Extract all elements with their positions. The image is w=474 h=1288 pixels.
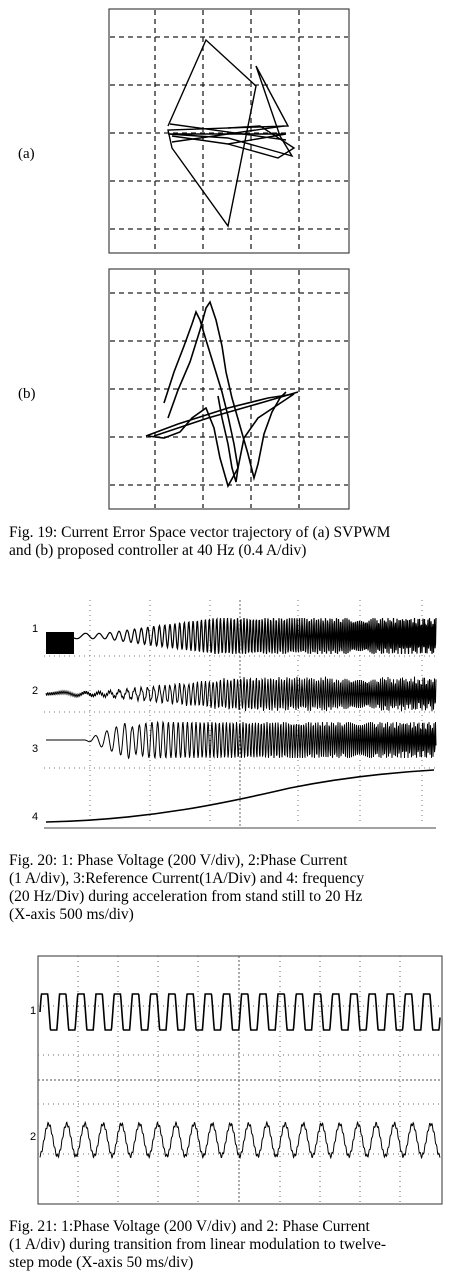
fig20-trace-2 xyxy=(45,676,437,712)
fig20-caption-line-3: (20 Hz/Div) during acceleration from sta… xyxy=(9,888,363,905)
fig19a-grid xyxy=(110,10,348,252)
fig21-svg: 1 2 xyxy=(30,955,443,1205)
fig20-trace-label-3: 3 xyxy=(32,743,38,755)
fig21-plot: 1 2 xyxy=(30,954,444,1206)
fig20-trace-label-4: 4 xyxy=(32,811,38,823)
fig19b-label: (b) xyxy=(18,386,36,402)
fig21-trace-label-1: 1 xyxy=(30,1005,36,1017)
fig20-caption-line-2: (1 A/div), 3:Reference Current(1A/Div) a… xyxy=(9,870,365,887)
fig19-caption-line-2: and (b) proposed controller at 40 Hz (0.… xyxy=(9,542,307,559)
fig21-trace-label-2: 2 xyxy=(30,1131,36,1143)
fig20-svg: 1 2 3 4 xyxy=(32,600,437,829)
fig19-caption-line-1: Fig. 19: Current Error Space vector traj… xyxy=(9,524,391,541)
fig21-caption-line-2: (1 A/div) during transition from linear … xyxy=(9,1236,387,1253)
fig20-caption: Fig. 20: 1: Phase Voltage (200 V/div), 2… xyxy=(9,852,469,924)
fig20-trace-1-burst xyxy=(46,632,74,654)
fig21-caption: Fig. 21: 1:Phase Voltage (200 V/div) and… xyxy=(9,1218,469,1272)
fig19b-plot xyxy=(108,268,350,510)
fig21-trace-2 xyxy=(39,1120,441,1160)
fig19b-svg xyxy=(108,268,350,510)
fig20-trace-label-1: 1 xyxy=(32,623,38,635)
fig20-caption-line-1: Fig. 20: 1: Phase Voltage (200 V/div), 2… xyxy=(9,852,348,869)
fig19a-plot xyxy=(108,8,350,254)
fig19a-trajectory xyxy=(167,38,296,228)
fig21-caption-line-1: Fig. 21: 1:Phase Voltage (200 V/div) and… xyxy=(9,1218,370,1235)
fig20-caption-line-4: (X-axis 500 ms/div) xyxy=(9,906,134,923)
fig19a-label: (a) xyxy=(18,146,35,162)
fig20-trace-3 xyxy=(46,720,437,760)
fig20-trace-4 xyxy=(45,769,435,823)
fig20-trace-1 xyxy=(73,617,437,655)
fig20-plot: 1 2 3 4 xyxy=(30,592,442,836)
fig21-trace-1 xyxy=(39,993,441,1031)
fig19-caption: Fig. 19: Current Error Space vector traj… xyxy=(9,524,469,560)
fig19a-svg xyxy=(108,8,350,254)
fig19b-grid xyxy=(110,270,348,508)
fig21-caption-line-3: step mode (X-axis 50 ms/div) xyxy=(9,1254,194,1271)
fig20-trace-label-2: 2 xyxy=(32,685,38,697)
fig19b-trajectory xyxy=(145,300,299,489)
